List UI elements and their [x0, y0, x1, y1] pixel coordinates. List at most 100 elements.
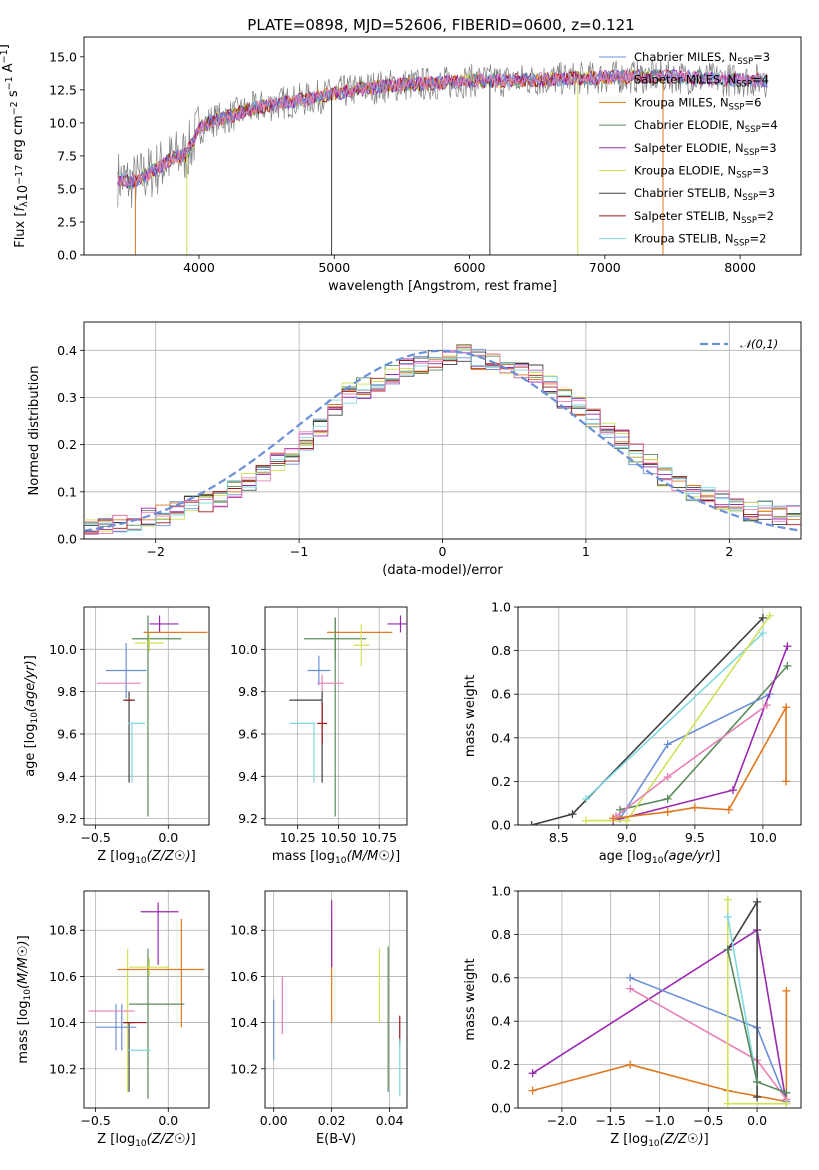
legend-value: =3 [760, 141, 777, 155]
legend-entry: Kroupa ELODIE, NSSP=3 [634, 164, 769, 181]
y-tick-label: 7.5 [57, 148, 77, 163]
x-tick-label: 6000 [454, 260, 486, 275]
label-part: ] [16, 935, 31, 940]
weight-point-marker [663, 773, 672, 782]
y-tick-label: 10.8 [230, 923, 258, 938]
y-label-part: −1 [4, 76, 15, 90]
x-axis-label: Z [log10(Z/Z☉)] [610, 1132, 708, 1149]
legend-value: =3 [752, 164, 769, 178]
weight-series-line [613, 645, 789, 822]
legend-subscript: SSP [745, 125, 761, 135]
errorbar-marks [289, 615, 407, 817]
x-axis-label: Z [log10(Z/Z☉)] [97, 1132, 195, 1149]
axes-frame [517, 606, 802, 826]
label-subscript: 10 [23, 989, 33, 1001]
spectrum-panel: 4000 5000 6000 7000 8000 0.0 2.5 5.0 7.5 10.0 12.5… [0, 36, 802, 294]
y-tick-label: 12.5 [49, 82, 77, 97]
y-label-part: −2 [9, 101, 20, 115]
weight-point-marker [753, 1077, 762, 1086]
y-axis-label: Flux [fλ10−17 erg cm−2 s−1 A−1] [0, 44, 31, 248]
legend-entry: Salpeter STELIB, NSSP=2 [634, 209, 774, 226]
weight-point-marker [622, 816, 631, 825]
age-vs-metallicity-panel: −0.5 0.0 9.2 9.4 9.6 9.8 10.0 Z [log10(Z/Z☉)] ag… [23, 606, 210, 866]
weight-point-marker [753, 1093, 762, 1102]
y-label-part: f [13, 205, 28, 212]
weight-lines [528, 895, 791, 1108]
x-tick-label: 8.5 [549, 830, 569, 845]
weight-point-marker [568, 810, 577, 819]
label-subscript: 10 [335, 856, 347, 866]
weight-point-marker [723, 895, 732, 904]
label-subscript: 10 [652, 856, 664, 866]
errorbar-marks [88, 902, 205, 1099]
weight-point-marker [663, 740, 672, 749]
label-part: (Z/Z☉) [147, 1132, 191, 1147]
weight-point-marker [723, 913, 732, 922]
y-axis-label: mass [log10(M/M☉)] [16, 935, 33, 1063]
y-tick-label: 5.0 [57, 181, 77, 196]
x-tick-label: 10.25 [280, 830, 316, 845]
y-label-part: ] [0, 44, 11, 49]
y-tick-label: 10.0 [230, 642, 258, 657]
legend-entry: 𝒩(0,1) [740, 337, 778, 351]
weight-point-marker [723, 1099, 732, 1108]
y-tick-label: 2.5 [57, 214, 77, 229]
label-part: ] [395, 849, 400, 864]
x-tick-label: 4000 [183, 260, 215, 275]
label-part: ] [191, 849, 196, 864]
x-axis-label: mass [log10(M/M☉)] [272, 849, 400, 866]
x-tick-label: 0.0 [747, 1113, 767, 1128]
legend-entry: Salpeter MILES, NSSP=4 [634, 73, 769, 90]
x-tick-label: −0.5 [80, 1113, 110, 1128]
legend-entry: Chabrier MILES, NSSP=3 [634, 50, 770, 67]
y-label-part: 10 [16, 185, 31, 202]
y-tick-label: 10.4 [230, 1015, 258, 1030]
x-tick-label: 5000 [318, 260, 350, 275]
x-axis-label: Z [log10(Z/Z☉)] [97, 849, 195, 866]
x-axis-label: E(B-V) [316, 1132, 356, 1147]
legend-subscript: SSP [736, 171, 752, 181]
label-part: ] [715, 849, 720, 864]
y-tick-label: 9.8 [57, 684, 77, 699]
weight-point-marker [527, 821, 536, 825]
x-tick-label: −0.5 [80, 830, 110, 845]
y-label-part: s [6, 90, 21, 101]
weight-point-marker [762, 701, 771, 710]
y-label-part: −1 [0, 49, 10, 63]
axes-frame [264, 890, 408, 1109]
y-tick-label: 15.0 [49, 49, 77, 64]
y-tick-label: 10.4 [49, 1015, 77, 1030]
weight-point-marker [609, 814, 618, 823]
figure-title: PLATE=0898, MJD=52606, FIBERID=0600, z=0… [247, 16, 634, 34]
y-tick-label: 0.0 [491, 818, 511, 833]
y-tick-label: 0.4 [491, 1014, 511, 1029]
y-tick-label: 10.6 [49, 969, 77, 984]
y-label-part: λ [19, 201, 30, 207]
weight-series-line [586, 615, 771, 822]
weight-point-marker [723, 945, 732, 954]
weight-point-marker [663, 794, 672, 803]
y-tick-label: 9.4 [238, 769, 258, 784]
x-tick-label: 10.0 [749, 830, 777, 845]
axes-frame [83, 321, 802, 540]
label-part: (Z/Z☉) [660, 1132, 704, 1147]
legend-subscript: SSP [744, 148, 760, 158]
y-tick-label: 10.0 [49, 115, 77, 130]
y-tick-label: 10.8 [49, 923, 77, 938]
label-part: ] [23, 655, 38, 660]
y-tick-label: 9.6 [238, 726, 258, 741]
y-axis-label: age [log10(age/yr)] [23, 655, 40, 777]
axes-frame [264, 606, 408, 826]
legend-entry: Kroupa STELIB, NSSP=2 [634, 232, 766, 249]
spectrum-lines [117, 59, 768, 255]
weight-series-line [613, 704, 787, 820]
y-tick-label: 0.4 [57, 343, 77, 358]
label-part: ] [191, 1132, 196, 1147]
x-tick-label: −2 [146, 544, 164, 559]
x-tick-label: 0 [439, 544, 447, 559]
x-tick-label: 0.0 [158, 1113, 178, 1128]
weight-series-line [585, 632, 764, 800]
legend-subscript: SSP [734, 239, 750, 249]
weight-point-marker [582, 816, 591, 825]
weight-point-marker [528, 1086, 537, 1095]
